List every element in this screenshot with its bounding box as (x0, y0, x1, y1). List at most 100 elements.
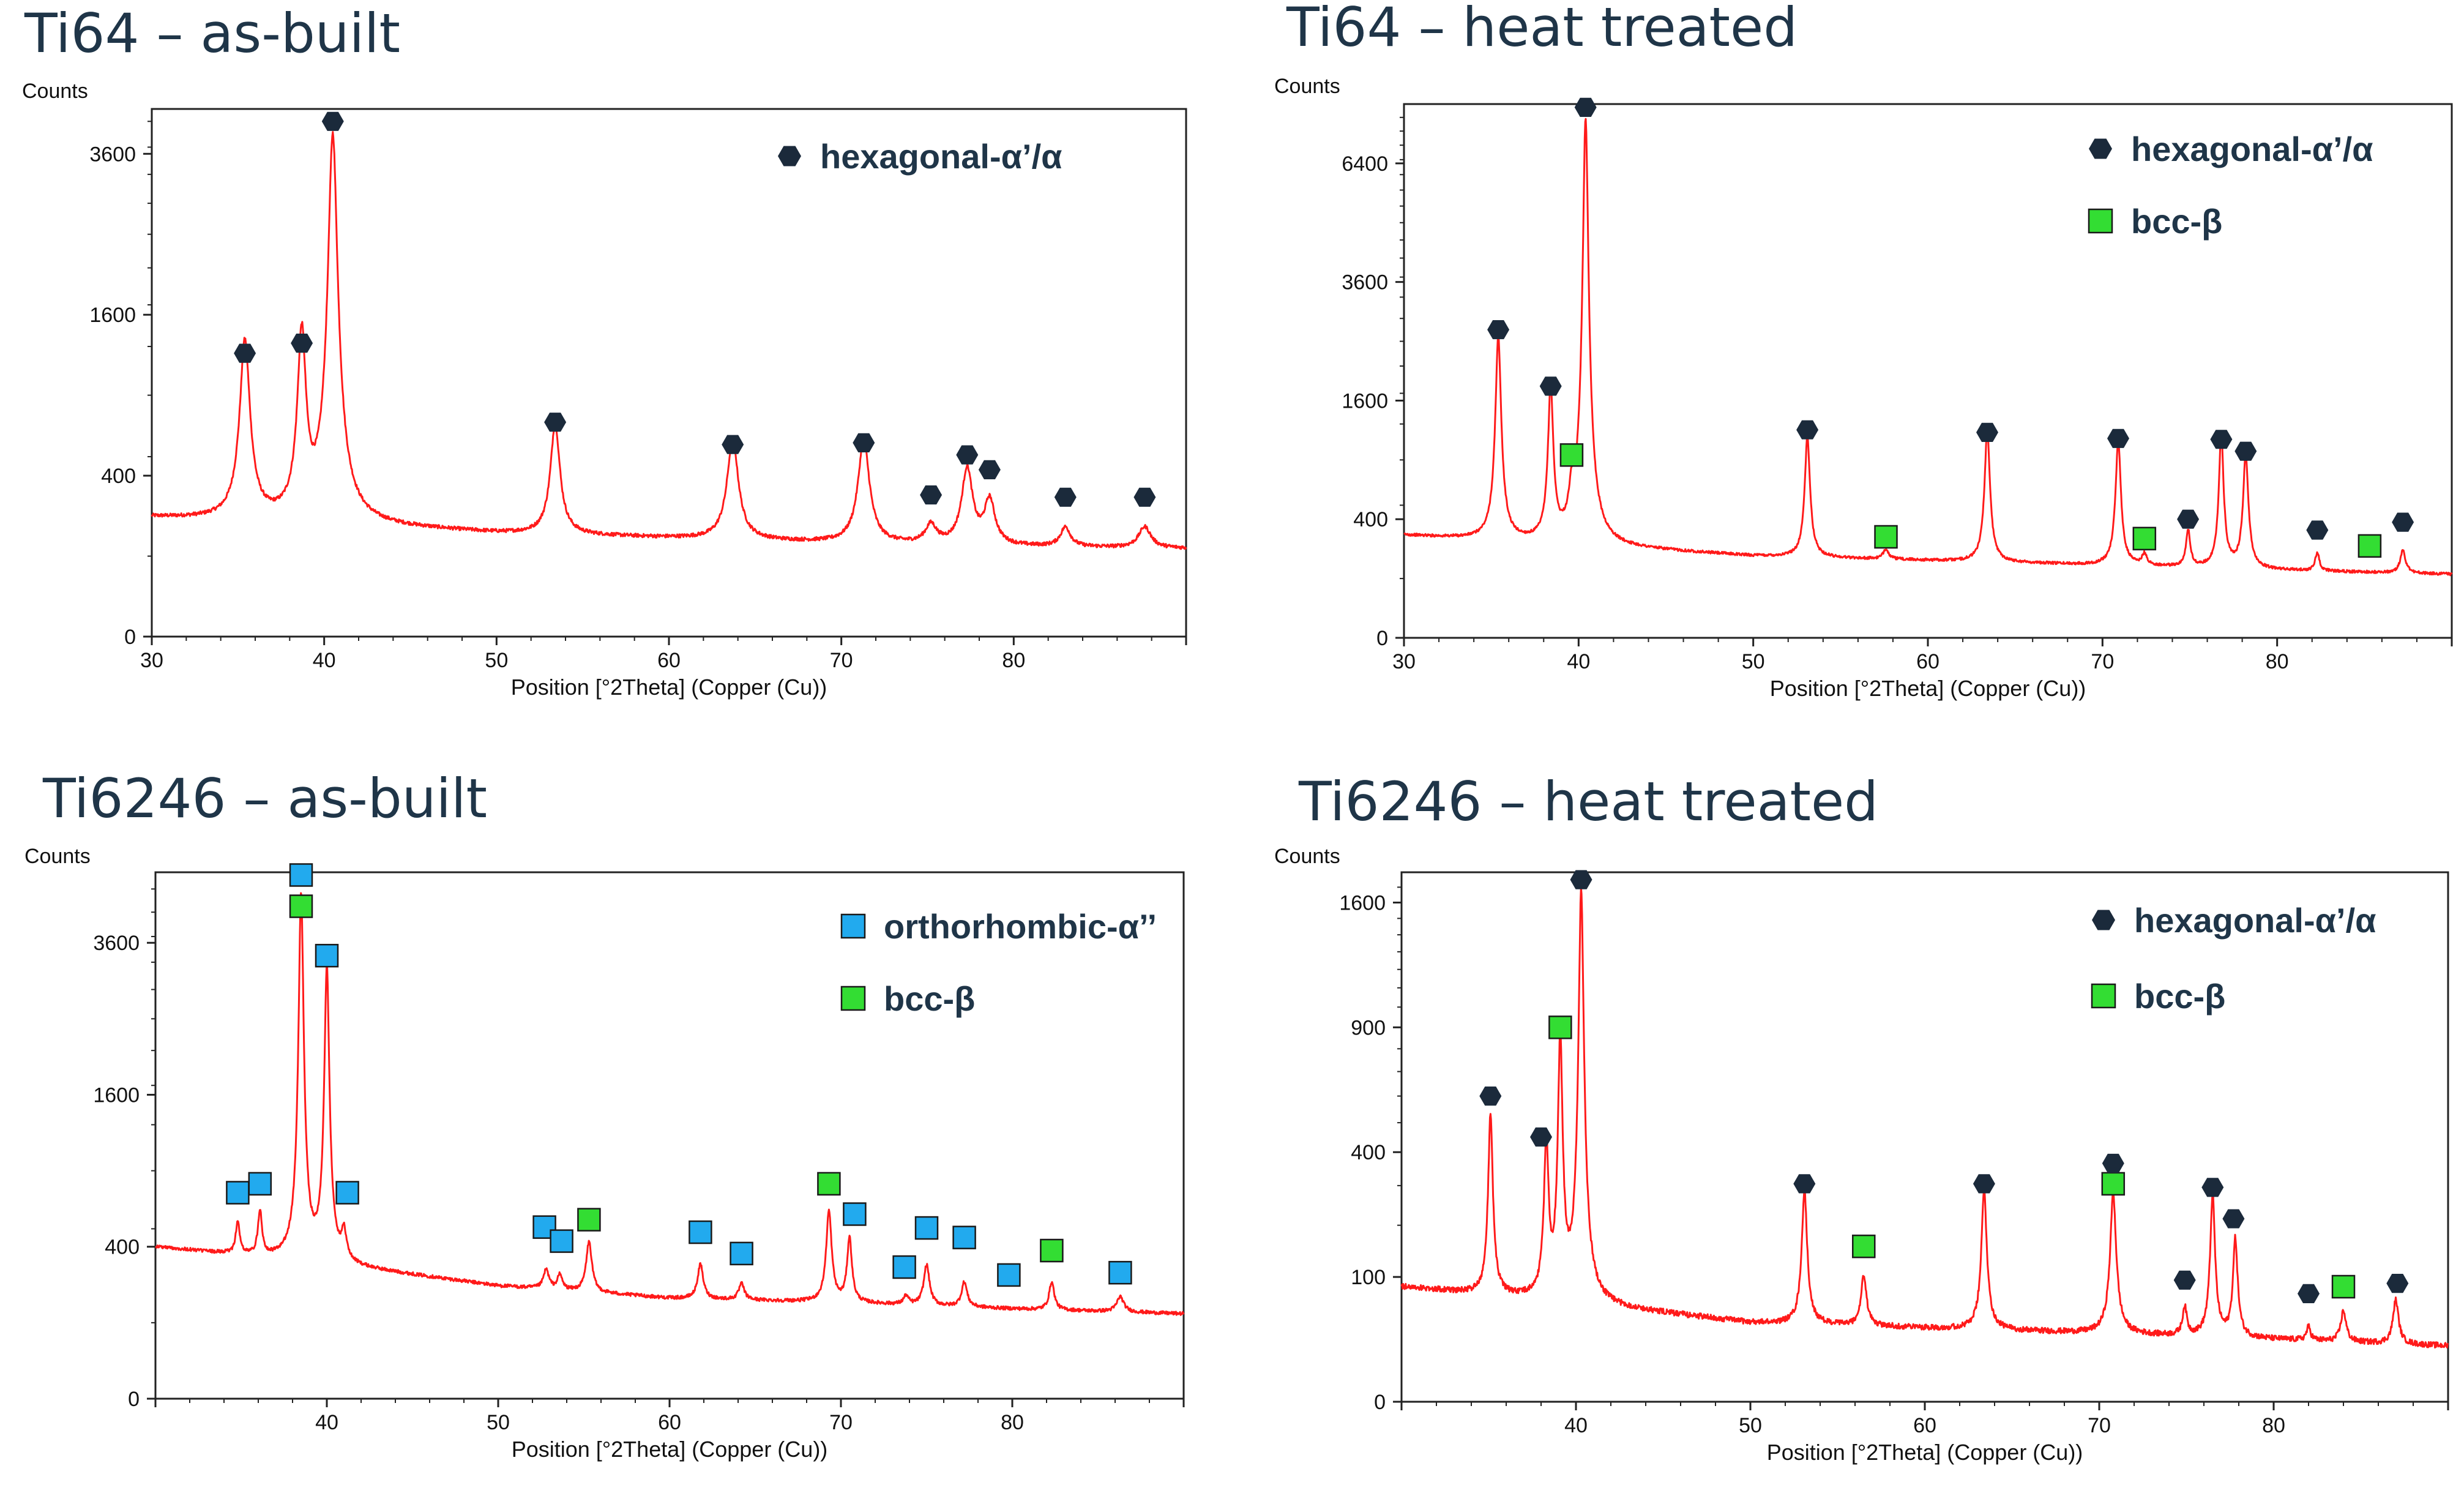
panel-title: Ti6246 – as-built (42, 767, 487, 830)
hexagonal-phase-marker (2306, 520, 2329, 540)
xrd-trace-line (1400, 886, 2449, 1348)
panel-title: Ti64 – heat treated (1286, 0, 1798, 59)
panel-title: Ti64 – as-built (24, 2, 400, 65)
legend-label-hexagonal: hexagonal-α’/α (2131, 130, 2373, 168)
hexagonal-phase-marker (853, 433, 875, 452)
orthorhombic-phase-marker (289, 863, 313, 887)
hexagonal-phase-marker (544, 413, 567, 432)
hexagonal-phase-marker (2102, 1153, 2124, 1173)
hexagonal-phase-marker (321, 111, 344, 131)
hexagonal-phase-marker (1487, 320, 1510, 340)
bcc-phase-marker (2358, 534, 2382, 558)
y-tick-label: 1600 (93, 1083, 140, 1107)
y-tick-label: 6400 (1342, 152, 1388, 176)
legend-label-bcc: bcc-β (2134, 977, 2225, 1016)
hexagonal-phase-marker (2173, 1270, 2196, 1290)
orthorhombic-phase-marker (315, 943, 339, 968)
orthorhombic-phase-marker (914, 1216, 939, 1240)
orthorhombic-phase-marker (730, 1241, 753, 1266)
x-tick-label: 80 (2266, 650, 2289, 673)
hexagonal-phase-marker (978, 460, 1001, 479)
y-tick-label: 1600 (1339, 891, 1386, 915)
xrd-trace-line (151, 131, 1187, 550)
x-tick-label: 80 (1002, 649, 1025, 672)
bcc-phase-marker (817, 1172, 841, 1196)
hexagonal-phase-marker (920, 485, 943, 505)
legend-bcc-icon (2088, 208, 2113, 234)
x-tick-label: 80 (2262, 1414, 2285, 1437)
x-tick-label: 50 (487, 1411, 510, 1434)
y-tick-label: 0 (128, 1388, 140, 1411)
hexagonal-phase-marker (1976, 422, 1998, 442)
hexagonal-phase-marker (2386, 1274, 2409, 1293)
x-tick-label: 40 (1564, 1414, 1588, 1437)
x-tick-label: 40 (315, 1411, 338, 1434)
x-tick-label: 40 (313, 649, 336, 672)
hexagonal-phase-marker (2201, 1178, 2224, 1197)
orthorhombic-phase-marker (248, 1172, 272, 1196)
x-tick-label: 30 (1392, 650, 1416, 673)
orthorhombic-phase-marker (226, 1181, 250, 1205)
x-axis-label: Position [°2Theta] (Copper (Cu)) (511, 675, 827, 700)
panel-ti64-as-built: Ti64 – as-built Counts 0 400 1600 3600 30 40 50 6… (22, 2, 1187, 700)
hexagonal-phase-marker (1574, 97, 1597, 117)
hexagonal-phase-marker (234, 343, 256, 363)
y-tick-label: 400 (1353, 508, 1388, 531)
panel-ti64-heat-treated: Ti64 – heat treated Counts 0 400 1600 3600 640… (1274, 0, 2453, 701)
hexagonal-phase-marker (2177, 509, 2200, 529)
legend-label-hexagonal: hexagonal-α’/α (2134, 901, 2376, 940)
x-tick-label: 60 (657, 649, 681, 672)
orthorhombic-phase-marker (997, 1263, 1021, 1287)
y-tick-label: 0 (1376, 627, 1388, 650)
hexagonal-phase-marker (1539, 376, 1562, 396)
x-tick-label: 70 (2088, 1414, 2111, 1437)
x-tick-label: 40 (1567, 650, 1590, 673)
panel-title: Ti6246 – heat treated (1298, 770, 1878, 833)
legend-label-bcc: bcc-β (884, 979, 975, 1018)
orthorhombic-phase-marker (550, 1229, 573, 1253)
hexagonal-phase-marker (1133, 487, 1156, 507)
bcc-phase-marker (1548, 1016, 1572, 1039)
y-axis-label: Counts (24, 845, 91, 868)
hexagonal-phase-marker (2107, 428, 2129, 448)
panel-ti6246-heat-treated: Ti6246 – heat treated Counts 0 100 400 900 160… (1274, 770, 2449, 1465)
legend-hexagonal-icon (2089, 138, 2112, 159)
bcc-phase-marker (1874, 525, 1898, 549)
orthorhombic-phase-marker (689, 1220, 712, 1244)
bcc-phase-marker (1040, 1238, 1064, 1263)
x-tick-label: 80 (1001, 1411, 1024, 1434)
y-tick-label: 3600 (93, 932, 140, 955)
x-axis-label: Position [°2Theta] (Copper (Cu)) (512, 1437, 828, 1462)
bcc-phase-marker (2132, 526, 2157, 551)
y-tick-label: 1600 (1342, 389, 1388, 413)
xrd-trace-line (1403, 118, 2453, 577)
hexagonal-phase-marker (1054, 487, 1077, 507)
hexagonal-phase-marker (1973, 1174, 1995, 1194)
plot-frame (151, 108, 1187, 638)
hexagonal-phase-marker (1796, 420, 1819, 440)
hexagonal-phase-marker (1570, 870, 1592, 889)
x-tick-label: 50 (1742, 650, 1765, 673)
hexagonal-phase-marker (722, 435, 744, 454)
y-tick-label: 1600 (89, 304, 136, 327)
xrd-trace-line (155, 892, 1185, 1316)
x-tick-label: 70 (829, 1411, 853, 1434)
x-tick-label: 60 (658, 1411, 681, 1434)
y-axis-label: Counts (1274, 75, 1340, 98)
bcc-phase-marker (1559, 443, 1584, 467)
panel-ti6246-as-built: Ti6246 – as-built Counts 0 400 1600 3600 40 50 6… (24, 767, 1185, 1462)
x-tick-label: 50 (1739, 1414, 1762, 1437)
legend-label-hexagonal: hexagonal-α’/α (820, 137, 1062, 176)
x-tick-label: 30 (140, 649, 163, 672)
hexagonal-phase-marker (1479, 1087, 1502, 1106)
hexagonal-phase-marker (2392, 512, 2414, 532)
y-tick-label: 100 (1351, 1266, 1386, 1289)
plot-frame (154, 871, 1185, 1400)
bcc-phase-marker (1852, 1234, 1876, 1259)
hexagonal-phase-marker (1793, 1174, 1816, 1194)
x-tick-label: 50 (485, 649, 508, 672)
bcc-phase-marker (289, 894, 313, 918)
x-axis-label: Position [°2Theta] (Copper (Cu)) (1767, 1440, 2083, 1465)
y-tick-label: 900 (1351, 1016, 1386, 1039)
